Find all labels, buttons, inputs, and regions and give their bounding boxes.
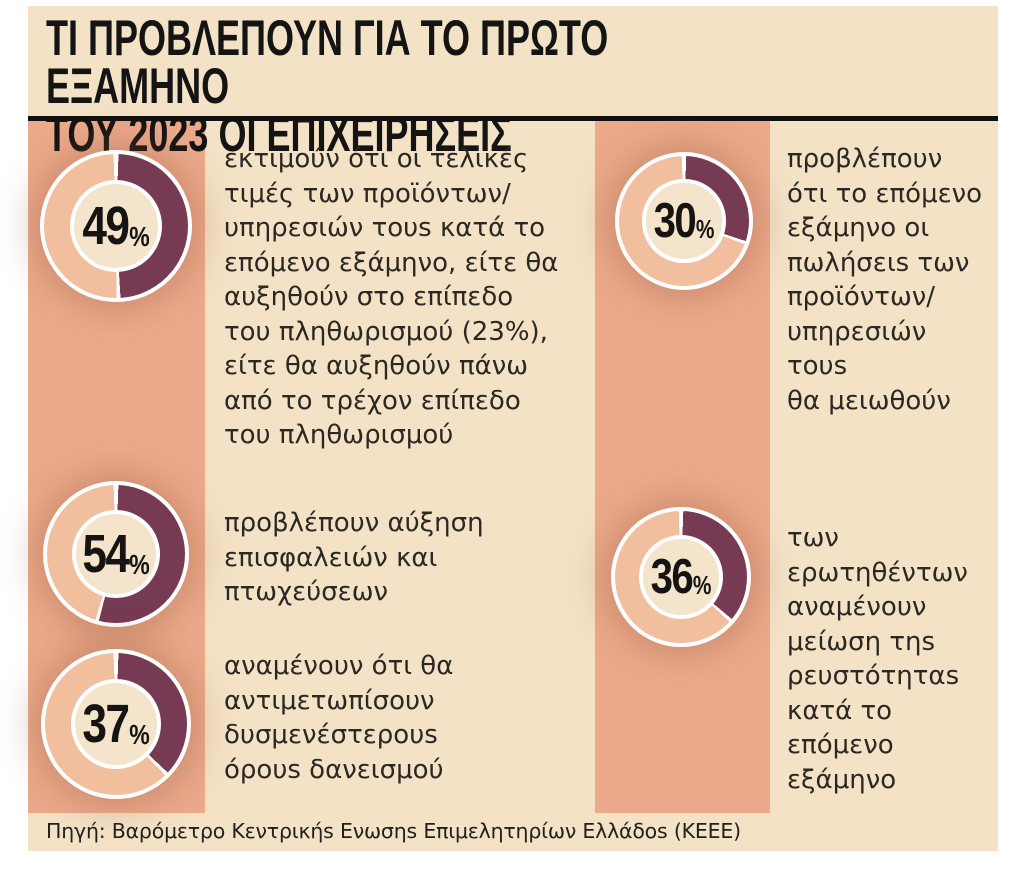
donut-description-30: προβλέπουν ότι το επόμενο εξάμηνο οι πωλ… <box>787 144 983 416</box>
donut-description-37: αναμένουν ότι θα αντιμετωπίσουν δυσμενέσ… <box>224 651 454 785</box>
donut-chart-30: 30% <box>615 152 753 290</box>
donut-chart-49-hole: 49% <box>69 179 163 273</box>
donut-chart-30-hole: 30% <box>642 179 726 263</box>
donut-chart-54: 54% <box>43 481 189 627</box>
donut-description-49: εκτιμούν ότι οι τελικές τιμές των προϊόν… <box>224 144 559 450</box>
percent-sign: % <box>129 548 150 580</box>
percent-sign: % <box>692 572 712 601</box>
donut-chart-37-hole: 37% <box>70 678 162 770</box>
donut-value-54: 54% <box>82 524 150 584</box>
donut-description-36: των ερωτηθέντων αναμένουν μείωση τηs ρευ… <box>787 523 968 795</box>
percent-sign: % <box>695 216 715 245</box>
donut-value-49: 49% <box>82 196 150 256</box>
donut-chart-49: 49% <box>40 150 192 302</box>
percent-sign: % <box>129 718 150 750</box>
donut-value-36: 36% <box>650 549 712 604</box>
donut-value-37: 37% <box>82 694 150 754</box>
source-note: Πηγή: Βαρόμετρο Κεντρικήs Ενωσηs Επιμελη… <box>46 819 741 843</box>
donut-value-30: 30% <box>653 193 715 248</box>
donut-chart-36: 36% <box>611 507 751 647</box>
page-title: ΤΙ ΠΡΟΒΛΕΠΟΥΝ ΓΙΑ ΤΟ ΠΡΩΤΟ ΕΞΑΜΗΝΟ ΤΟΥ 2… <box>46 10 609 162</box>
donut-chart-36-hole: 36% <box>638 534 724 620</box>
donut-description-54: προβλέπουν αύξηση επισφαλειών και πτωχεύ… <box>224 508 484 607</box>
donut-chart-54-hole: 54% <box>71 509 161 599</box>
percent-sign: % <box>129 220 150 252</box>
donut-chart-37: 37% <box>41 649 191 799</box>
title-divider <box>28 116 998 121</box>
